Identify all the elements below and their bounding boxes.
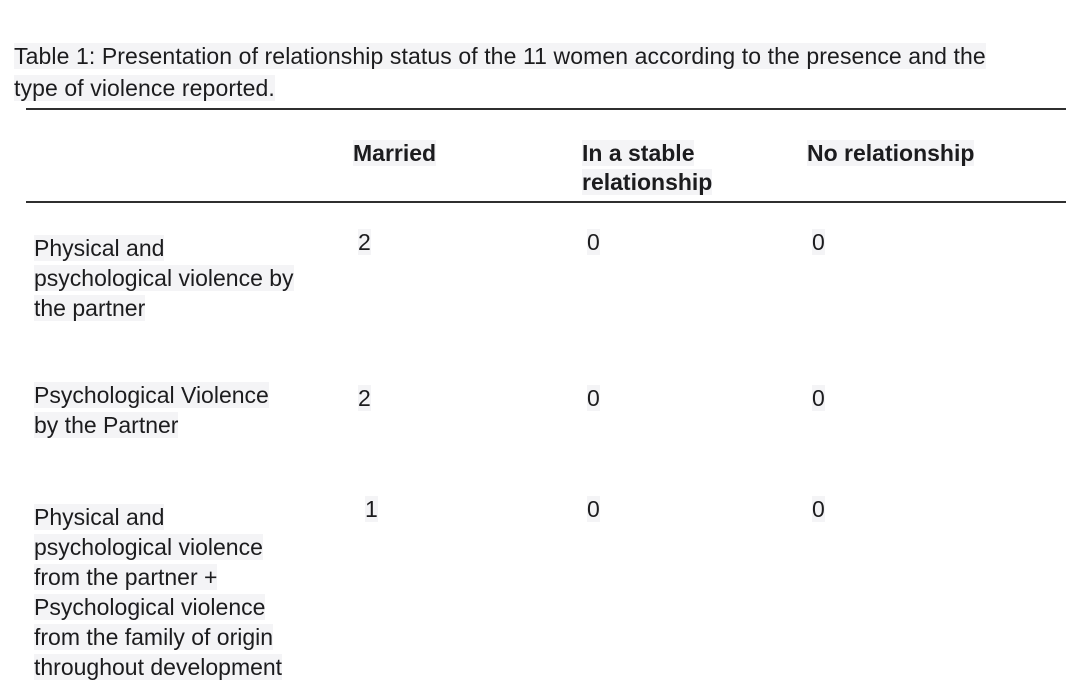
cell-value-no-relationship: 0 bbox=[812, 385, 825, 411]
cell-value-married: 1 bbox=[365, 496, 378, 522]
cell-value-no-relationship: 0 bbox=[812, 496, 825, 522]
row-label: Physical and psychological violence by t… bbox=[34, 235, 294, 321]
table-caption: Table 1: Presentation of relationship st… bbox=[14, 8, 1080, 104]
row-label: Physical and psychological violence from… bbox=[34, 504, 283, 680]
table: Married In a stable relationship No rela… bbox=[26, 108, 1066, 694]
table-header-row: Married In a stable relationship No rela… bbox=[26, 108, 1066, 203]
table-caption-text: Table 1: Presentation of relationship st… bbox=[14, 43, 986, 101]
table-row: Physical and psychological violence from… bbox=[26, 472, 1066, 682]
column-header-no-relationship: No relationship bbox=[807, 140, 975, 166]
cell-value-stable: 0 bbox=[587, 496, 600, 522]
cell-value-no-relationship: 0 bbox=[812, 229, 825, 255]
cell-value-married: 2 bbox=[358, 385, 371, 411]
row-label: Psychological Violence by the Partner bbox=[34, 382, 269, 438]
table-row: Psychological Violence by the Partner 2 … bbox=[26, 350, 1066, 440]
table-body: Physical and psychological violence by t… bbox=[26, 203, 1066, 694]
cell-value-stable: 0 bbox=[587, 229, 600, 255]
column-header-empty bbox=[26, 110, 353, 197]
cell-value-married: 2 bbox=[358, 229, 371, 255]
column-header-married: Married bbox=[353, 140, 437, 166]
table-row: Physical and psychological violence by t… bbox=[26, 203, 1066, 323]
cell-value-stable: 0 bbox=[587, 385, 600, 411]
column-header-stable-relationship: In a stable relationship bbox=[582, 140, 713, 195]
